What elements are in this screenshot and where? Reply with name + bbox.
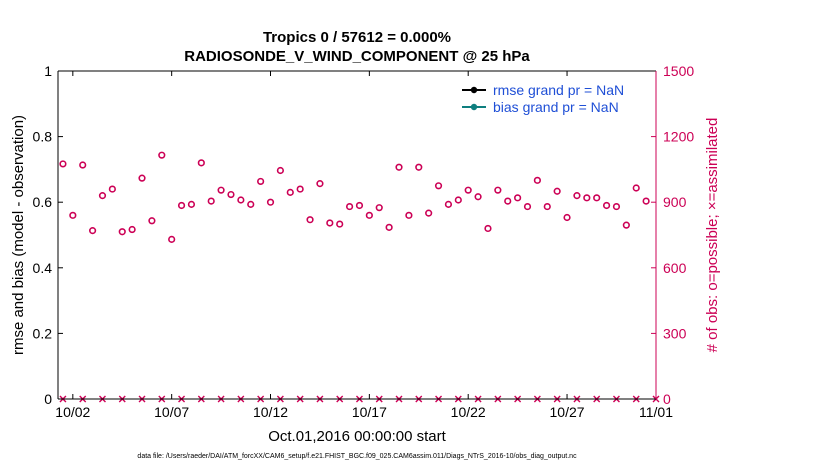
right-y-tick-label: 300 xyxy=(663,325,687,341)
left-axis-ticks: 0 0.2 0.4 0.6 0.8 1 xyxy=(33,63,63,407)
obs-possible-point xyxy=(59,160,67,168)
obs-possible-point xyxy=(405,211,413,219)
obs-possible-point xyxy=(543,202,551,211)
obs-possible-point xyxy=(286,188,294,196)
obs-possible-point xyxy=(514,194,522,202)
obs-possible-point xyxy=(484,224,492,233)
obs-possible-point xyxy=(622,221,630,229)
obs-possible-point xyxy=(494,186,502,194)
obs-possible-point xyxy=(69,211,77,219)
obs-possible-point xyxy=(217,186,225,194)
obs-possible-point xyxy=(158,151,166,159)
left-y-tick-label: 0 xyxy=(44,391,52,407)
right-y-tick-label: 600 xyxy=(663,260,687,276)
obs-possible-point xyxy=(355,201,364,210)
obs-possible-point xyxy=(177,201,186,210)
obs-possible-point xyxy=(237,196,245,204)
obs-possible-point xyxy=(474,193,482,201)
legend-bias-label: bias grand pr = NaN xyxy=(493,99,619,115)
obs-possible-point xyxy=(138,174,146,182)
obs-possible-point xyxy=(168,235,176,243)
obs-possible-point xyxy=(365,211,373,219)
obs-possible-point xyxy=(504,197,512,205)
x-axis-label: Oct.01,2016 00:00:00 start xyxy=(268,428,446,445)
obs-possible-point xyxy=(345,202,354,211)
x-tick-label: 10/17 xyxy=(352,404,387,420)
obs-possible-point xyxy=(415,163,423,171)
x-tick-label: 11/01 xyxy=(639,404,673,420)
legend-box xyxy=(456,79,646,117)
obs-possible-point xyxy=(296,185,304,193)
left-y-tick-label: 0.6 xyxy=(33,194,53,210)
obs-possible-point xyxy=(197,159,205,167)
left-axis-label: rmse and bias (model - observation) xyxy=(10,115,27,355)
left-y-tick-label: 0.2 xyxy=(33,325,53,341)
obs-possible-point xyxy=(128,225,136,234)
obs-possible-point xyxy=(602,201,611,210)
obs-possible-point xyxy=(187,200,196,208)
footer-data-file: data file: /Users/raeder/DAI/ATM_forcXX/… xyxy=(137,453,577,460)
obs-possible-point xyxy=(326,219,334,227)
obs-possible-point xyxy=(573,192,581,200)
obs-possible-point xyxy=(395,163,403,171)
plot-area xyxy=(58,71,656,399)
obs-possible-point xyxy=(642,197,650,205)
left-y-tick-label: 0.4 xyxy=(33,260,53,276)
obs-possible-point xyxy=(385,223,393,231)
obs-possible-point xyxy=(316,180,324,188)
obs-possible-point xyxy=(336,220,344,228)
obs-possible-point xyxy=(108,185,116,193)
obs-possible-point xyxy=(593,194,601,202)
obs-possible-point xyxy=(583,194,591,202)
obs-possible-point xyxy=(533,176,541,184)
obs-possible-point xyxy=(207,197,215,205)
obs-possible-point xyxy=(88,227,97,235)
legend-rmse-label: rmse grand pr = NaN xyxy=(493,82,624,98)
chart-title-line-1: Tropics 0 / 57612 = 0.000% xyxy=(263,29,451,46)
legend-bias-marker xyxy=(470,103,478,111)
obs-possible-point xyxy=(257,177,265,186)
chart-title-line-2: RADIOSONDE_V_WIND_COMPONENT @ 25 hPa xyxy=(184,48,530,65)
obs-possible-point xyxy=(523,202,532,211)
obs-possible-point xyxy=(276,166,284,175)
possible-obs-markers xyxy=(59,151,650,243)
x-tick-label: 10/02 xyxy=(55,404,90,420)
obs-possible-point xyxy=(79,161,87,169)
x-tick-label: 10/22 xyxy=(451,404,486,420)
right-y-tick-label: 1200 xyxy=(663,129,694,145)
x-tick-label: 10/27 xyxy=(550,404,585,420)
right-axis-label: # of obs: o=possible; ×=assimilated xyxy=(704,118,721,353)
left-y-tick-label: 0.8 xyxy=(33,129,53,145)
obs-possible-point xyxy=(227,190,235,199)
right-axis-ticks: 0 300 600 900 1200 1500 xyxy=(651,63,694,407)
obs-possible-point xyxy=(306,216,314,224)
right-y-tick-label: 1500 xyxy=(663,63,694,79)
obs-possible-point xyxy=(444,200,453,208)
obs-possible-point xyxy=(553,187,561,195)
obs-possible-point xyxy=(98,192,107,200)
right-y-tick-label: 900 xyxy=(663,194,687,210)
obs-possible-point xyxy=(425,209,433,217)
obs-possible-point xyxy=(464,186,472,194)
x-tick-label: 10/12 xyxy=(253,404,288,420)
legend: rmse grand pr = NaN bias grand pr = NaN xyxy=(456,79,646,117)
x-tick-label: 10/07 xyxy=(154,404,189,420)
obs-possible-point xyxy=(612,202,621,211)
legend-rmse-marker xyxy=(470,86,478,94)
obs-possible-point xyxy=(454,196,462,204)
obs-possible-point xyxy=(632,184,640,192)
obs-possible-point xyxy=(375,204,383,212)
obs-possible-point xyxy=(118,228,126,236)
obs-possible-point xyxy=(563,213,571,222)
left-y-tick-label: 1 xyxy=(44,63,52,79)
obs-possible-point xyxy=(266,198,275,206)
obs-possible-point xyxy=(148,217,156,225)
obs-possible-point xyxy=(434,182,443,190)
obs-possible-point xyxy=(247,200,255,208)
right-y-tick-label: 0 xyxy=(663,391,671,407)
x-axis-ticks: 10/02 10/07 10/12 10/17 10/22 10/27 11/01 xyxy=(55,71,673,420)
